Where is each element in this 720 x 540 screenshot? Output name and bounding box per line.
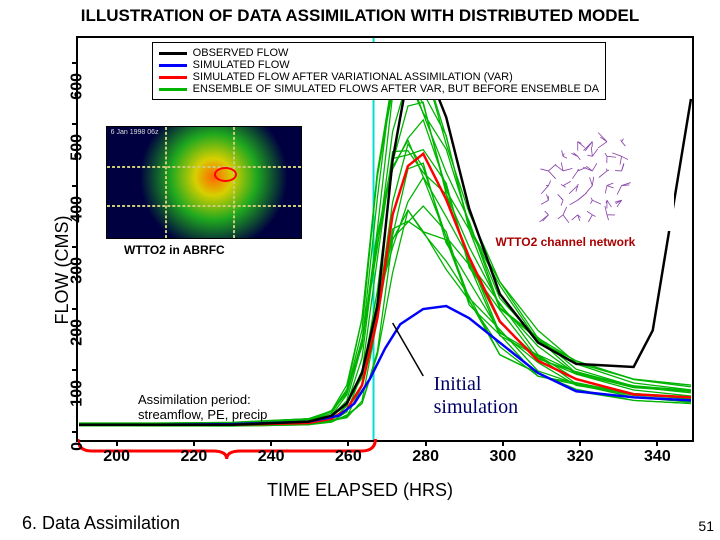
- inset-channel-network: [496, 126, 674, 231]
- assim-line2: streamflow, PE, precip: [138, 408, 267, 423]
- legend-label: SIMULATED FLOW: [193, 59, 290, 71]
- assimilation-period-brace: [78, 435, 696, 461]
- inset-radar-map: 6 Jan 1998 06z: [106, 126, 302, 239]
- slide-section-heading: 6. Data Assimilation: [22, 513, 180, 534]
- legend-item: OBSERVED FLOW: [159, 47, 599, 59]
- radar-gridline: [233, 127, 235, 238]
- assimilation-period-label: Assimilation period: streamflow, PE, pre…: [138, 393, 267, 423]
- legend: OBSERVED FLOWSIMULATED FLOWSIMULATED FLO…: [152, 42, 606, 100]
- legend-swatch: [159, 88, 187, 91]
- slide-number: 51: [698, 518, 714, 534]
- chart-plot-area: OBSERVED FLOWSIMULATED FLOWSIMULATED FLO…: [76, 36, 694, 442]
- legend-label: ENSEMBLE OF SIMULATED FLOWS AFTER VAR, B…: [193, 83, 599, 95]
- legend-item: SIMULATED FLOW: [159, 59, 599, 71]
- y-tick-label: 300: [69, 247, 87, 284]
- initial-sim-arrow: [393, 323, 424, 376]
- x-tick-label: 220: [181, 440, 208, 466]
- x-tick-label: 200: [103, 440, 130, 466]
- legend-item: ENSEMBLE OF SIMULATED FLOWS AFTER VAR, B…: [159, 83, 599, 95]
- x-tick-label: 240: [258, 440, 285, 466]
- radar-gridline: [107, 205, 301, 207]
- x-tick-label: 300: [490, 440, 517, 466]
- radar-title: 6 Jan 1998 06z: [111, 129, 159, 136]
- radar-gridline: [107, 166, 301, 168]
- network-caption: WTTO2 channel network: [496, 235, 636, 249]
- y-tick-label: 0: [69, 432, 87, 451]
- y-tick-label: 500: [69, 124, 87, 161]
- radar-echo: [107, 127, 301, 238]
- chart-title: ILLUSTRATION OF DATA ASSIMILATION WITH D…: [0, 6, 720, 26]
- x-tick-label: 280: [412, 440, 439, 466]
- initial-simulation-annotation: Initial simulation: [434, 373, 518, 419]
- y-tick-label: 200: [69, 309, 87, 346]
- legend-item: SIMULATED FLOW AFTER VARIATIONAL ASSIMIL…: [159, 71, 599, 83]
- legend-swatch: [159, 64, 187, 67]
- x-tick-label: 260: [335, 440, 362, 466]
- y-tick-label: 100: [69, 370, 87, 407]
- y-tick-label: 400: [69, 186, 87, 223]
- legend-label: SIMULATED FLOW AFTER VARIATIONAL ASSIMIL…: [193, 71, 513, 83]
- legend-label: OBSERVED FLOW: [193, 47, 289, 59]
- x-axis-label: TIME ELAPSED (HRS): [0, 480, 720, 501]
- assim-line1: Assimilation period:: [138, 393, 267, 408]
- legend-swatch: [159, 52, 187, 55]
- x-tick-label: 340: [644, 440, 671, 466]
- legend-swatch: [159, 76, 187, 79]
- x-tick-label: 320: [567, 440, 594, 466]
- y-tick-label: 600: [69, 63, 87, 100]
- radar-caption: WTTO2 in ABRFC: [124, 243, 225, 257]
- radar-gridline: [165, 127, 167, 238]
- network-svg: [496, 126, 674, 231]
